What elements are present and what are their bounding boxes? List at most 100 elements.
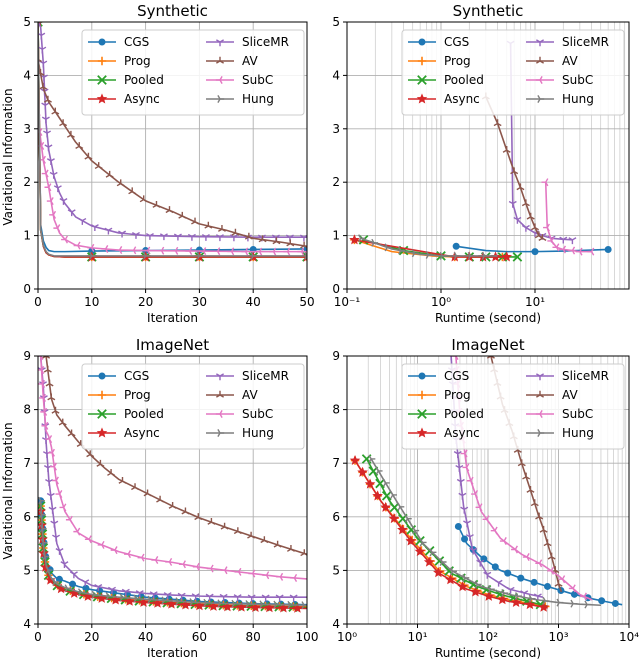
marker-av [521, 199, 530, 207]
legend-entry-async: Async [88, 426, 160, 440]
series-hung [368, 454, 601, 609]
marker-async [264, 602, 275, 613]
marker-slicemr [52, 534, 61, 542]
marker-hung [64, 584, 72, 593]
marker-async [208, 600, 219, 611]
series-line-av [485, 96, 543, 239]
marker-subc [151, 556, 159, 564]
marker-hung [142, 251, 150, 260]
x-tick-label: 0 [34, 295, 42, 309]
marker-av [96, 459, 105, 467]
legend-label: Hung [562, 92, 594, 106]
marker-slicemr [145, 232, 154, 240]
marker-slicemr [215, 234, 224, 242]
marker-av [152, 201, 161, 208]
x-tick-label: 80 [246, 630, 261, 644]
marker-subc [568, 584, 576, 593]
marker-slicemr [41, 102, 50, 110]
legend-marker-slicemr [536, 373, 544, 381]
marker-hung [189, 598, 197, 607]
x-tick-label: 20 [138, 295, 153, 309]
marker-slicemr [476, 559, 485, 567]
marker-subc [110, 546, 118, 555]
legend-marker-async [96, 93, 108, 104]
marker-async [405, 535, 417, 546]
marker-slicemr [59, 198, 68, 205]
marker-async [524, 599, 536, 610]
marker-async [124, 595, 135, 606]
marker-av [233, 527, 242, 535]
x-tick-label: 50 [299, 295, 314, 309]
marker-cgs [517, 574, 525, 582]
legend-entry-av: AV [206, 388, 258, 402]
axes-frame [37, 21, 308, 290]
y-tick-label: 4 [23, 68, 31, 82]
marker-hung [412, 526, 420, 535]
marker-slicemr [159, 233, 168, 241]
marker-hung [301, 601, 307, 610]
legend-marker-slicemr [536, 39, 544, 47]
legend-box [81, 363, 305, 450]
y-tick-label: 9 [23, 349, 31, 363]
marker-subc [471, 490, 479, 499]
x-tick-label: 10⁰ [337, 630, 357, 644]
x-tick-label: 40 [138, 630, 153, 644]
series-group [38, 22, 307, 262]
y-tick-label: 4 [332, 68, 340, 82]
x-tick-label: 60 [192, 630, 207, 644]
marker-async [45, 574, 56, 585]
marker-async [380, 501, 391, 512]
x-tick-label: 10⁻¹ [334, 295, 361, 309]
marker-async [357, 466, 368, 477]
legend-entry-slicemr: SliceMR [206, 369, 289, 383]
marker-hung [375, 466, 383, 475]
marker-av [94, 162, 103, 170]
legend-marker-subc [215, 410, 223, 418]
marker-slicemr [44, 144, 53, 152]
legend-entry-subc: SubC [526, 407, 593, 421]
legend-label: CGS [124, 35, 149, 49]
marker-slicemr [46, 492, 55, 500]
marker-async [457, 581, 468, 592]
series-line-hung [370, 458, 601, 607]
marker-av [131, 483, 140, 491]
marker-hung [77, 588, 85, 597]
marker-subc [522, 553, 530, 562]
legend-marker-cgs [418, 38, 426, 46]
marker-slicemr [187, 233, 196, 241]
marker-subc [568, 246, 576, 255]
axes-frame [37, 355, 308, 625]
marker-slicemr [201, 234, 210, 241]
marker-subc [482, 515, 490, 524]
marker-slicemr [60, 561, 69, 569]
marker-av [502, 145, 511, 153]
marker-pooled [381, 490, 392, 501]
marker-subc [44, 183, 52, 192]
legend-label: SliceMR [242, 35, 289, 49]
marker-slicemr [48, 506, 57, 514]
legend-box [401, 29, 625, 116]
marker-subc [547, 236, 555, 245]
series-hung [358, 234, 498, 260]
marker-slicemr [506, 586, 515, 594]
legend-label: Pooled [444, 407, 484, 421]
marker-async [166, 598, 177, 609]
legend-entry-pooled: Pooled [408, 407, 484, 421]
x-tick-label: 10² [478, 630, 498, 644]
marker-av [272, 237, 281, 245]
legend-entry-cgs: CGS [88, 369, 149, 383]
marker-subc [290, 573, 298, 582]
marker-av [59, 119, 68, 127]
marker-av [143, 489, 152, 497]
legend-entry-av: AV [526, 388, 578, 402]
marker-subc [129, 246, 137, 255]
marker-cgs [531, 248, 539, 256]
series-hung [38, 496, 307, 610]
marker-hung [91, 590, 99, 599]
marker-hung [467, 251, 475, 260]
marker-subc [451, 356, 459, 360]
legend: CGS Prog Pooled Async SliceMR AV SubC Hung [81, 29, 305, 116]
marker-slicemr [163, 592, 172, 599]
x-tick-label: 100 [296, 630, 319, 644]
marker-subc [241, 247, 249, 256]
